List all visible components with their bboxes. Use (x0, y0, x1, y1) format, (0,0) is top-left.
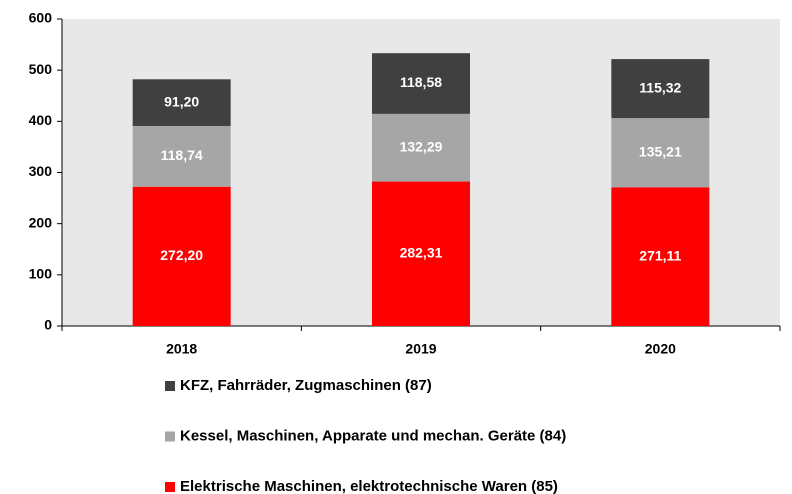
y-tick-label: 100 (29, 266, 53, 282)
data-label: 132,29 (400, 138, 443, 154)
legend-label: KFZ, Fahrräder, Zugmaschinen (87) (180, 377, 432, 394)
data-label: 118,58 (400, 74, 442, 90)
bar-segment (372, 181, 470, 326)
data-label: 91,20 (164, 93, 199, 109)
y-tick-label: 400 (29, 112, 53, 128)
y-tick-label: 0 (44, 317, 52, 333)
x-tick-label: 2018 (166, 341, 197, 357)
y-tick-label: 300 (29, 163, 53, 179)
legend-swatch (165, 381, 175, 391)
bar-segment (132, 186, 231, 326)
bar-segment (372, 113, 470, 182)
bar-segment (132, 125, 231, 187)
legend-label: Elektrische Maschinen, elektrotechnische… (180, 478, 558, 494)
legend-label: Kessel, Maschinen, Apparate und mechan. … (180, 427, 566, 444)
data-label: 271,11 (639, 247, 681, 263)
data-label: 118,74 (161, 147, 203, 163)
bar-segment (611, 118, 710, 188)
x-tick-label: 2020 (645, 341, 676, 357)
y-tick-label: 500 (29, 61, 53, 77)
legend-swatch (165, 482, 175, 492)
bar-segment (372, 53, 470, 114)
x-tick-label: 2019 (405, 341, 436, 357)
data-label: 135,21 (639, 143, 682, 159)
bar-segment (132, 79, 231, 126)
data-label: 282,31 (400, 244, 443, 260)
bar-segment (611, 59, 710, 119)
y-tick-label: 200 (29, 214, 53, 230)
legend-swatch (165, 431, 175, 442)
bar-segment (611, 187, 710, 326)
data-label: 115,32 (639, 79, 681, 95)
data-label: 272,20 (160, 247, 203, 263)
y-tick-label: 600 (29, 10, 53, 26)
